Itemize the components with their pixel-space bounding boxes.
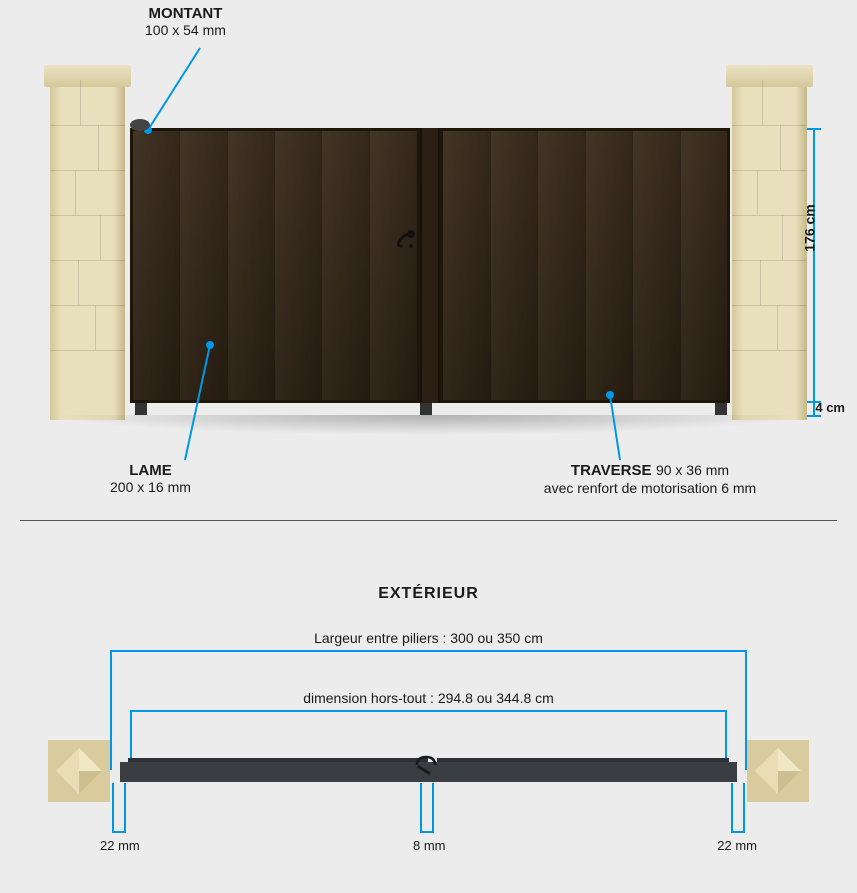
shadow: [50, 415, 807, 435]
handle-icon: [391, 226, 419, 252]
gap-bracket-center: [420, 783, 434, 833]
gate: [130, 128, 730, 403]
dim-cap: [807, 415, 821, 417]
traverse-label: TRAVERSE 90 x 36 mm avec renfort de moto…: [480, 462, 820, 496]
gate-leaf-right: [440, 128, 730, 403]
center-stile: [420, 128, 440, 403]
lame-label: LAME 200 x 16 mm: [110, 462, 191, 495]
pillar-right: [732, 80, 807, 420]
dim-between-pillars: Largeur entre piliers : 300 ou 350 cm: [0, 630, 857, 646]
gate-leaf-left: [130, 128, 420, 403]
gap-bracket-left: [112, 783, 126, 833]
gap-left-label: 22 mm: [100, 838, 140, 853]
pillar-left: [50, 80, 125, 420]
gate-foot: [420, 403, 432, 415]
gap-center-label: 8 mm: [413, 838, 446, 853]
plan-view: EXTÉRIEUR Largeur entre piliers : 300 ou…: [0, 520, 857, 893]
traverse-note: avec renfort de motorisation 6 mm: [480, 480, 820, 496]
dim-gap-label: 4 cm: [815, 400, 845, 415]
lame-spec: 200 x 16 mm: [110, 479, 191, 495]
traverse-line1: TRAVERSE 90 x 36 mm: [480, 462, 820, 480]
montant-title: MONTANT: [145, 5, 226, 22]
gap-bracket-right: [731, 783, 745, 833]
gate-foot: [135, 403, 147, 415]
latch-icon: [415, 753, 437, 777]
dim-height-label: 176 cm: [801, 204, 817, 251]
gap-right-label: 22 mm: [717, 838, 757, 853]
dim-overall: dimension hors-tout : 294.8 ou 344.8 cm: [0, 690, 857, 706]
traverse-title: TRAVERSE: [571, 462, 652, 479]
montant-label: MONTANT 100 x 54 mm: [145, 5, 226, 38]
dim-height-line: [813, 128, 815, 403]
dim-cap: [807, 128, 821, 130]
montant-spec: 100 x 54 mm: [145, 22, 226, 38]
lame-title: LAME: [110, 462, 191, 479]
pillar-top-right: [747, 740, 809, 802]
exterior-title: EXTÉRIEUR: [0, 585, 857, 603]
elevation-view: MONTANT 100 x 54 mm: [0, 0, 857, 520]
pillar-top-left: [48, 740, 110, 802]
gate-foot: [715, 403, 727, 415]
traverse-spec: 90 x 36 mm: [656, 462, 729, 478]
